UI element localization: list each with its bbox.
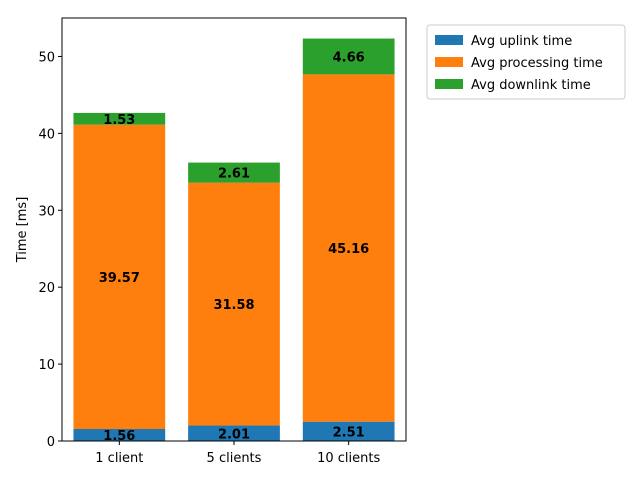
y-axis-ticks: 0 10 20 30 40 50 bbox=[38, 50, 62, 450]
data-label: 2.61 bbox=[218, 167, 250, 182]
data-label: 4.66 bbox=[333, 50, 365, 65]
y-tick-label: 30 bbox=[38, 204, 55, 219]
legend-swatch bbox=[435, 35, 463, 45]
data-label: 2.01 bbox=[218, 427, 250, 442]
x-tick-label: 1 client bbox=[95, 451, 143, 466]
bar-avg-downlink-time-5-clients bbox=[188, 162, 280, 183]
legend: Avg uplink time Avg processing time Avg do… bbox=[426, 24, 626, 100]
y-axis-label: Time [ms] bbox=[15, 197, 30, 264]
bar-avg-uplink-time-1-client bbox=[73, 429, 166, 441]
legend-box bbox=[426, 24, 626, 100]
data-label: 39.57 bbox=[99, 271, 140, 286]
legend-entry: Avg processing time bbox=[471, 56, 603, 71]
bar-avg-uplink-time-10-clients bbox=[302, 421, 395, 441]
data-label: 1.53 bbox=[103, 113, 135, 128]
y-tick-label: 0 bbox=[47, 435, 55, 450]
x-tick-label: 5 clients bbox=[207, 451, 262, 466]
x-axis-ticks: 1 client 5 clients 10 clients bbox=[95, 441, 380, 466]
x-tick-label: 10 clients bbox=[317, 451, 380, 466]
bars-group bbox=[73, 38, 395, 441]
data-label: 31.58 bbox=[213, 298, 254, 313]
bar-avg-downlink-time-1-client bbox=[73, 112, 166, 125]
y-tick-label: 40 bbox=[38, 127, 55, 142]
bar-avg-processing-time-1-client bbox=[73, 124, 166, 430]
y-tick-label: 10 bbox=[38, 358, 55, 373]
data-labels-group: 1.56 39.57 1.53 2.01 31.58 2.61 2.51 45.16 4.66 bbox=[99, 50, 369, 444]
bar-avg-downlink-time-10-clients bbox=[302, 38, 395, 75]
y-tick-label: 20 bbox=[38, 281, 55, 296]
legend-entry: Avg downlink time bbox=[471, 78, 591, 93]
bar-avg-processing-time-10-clients bbox=[302, 74, 395, 422]
bar-avg-processing-time-5-clients bbox=[188, 182, 280, 426]
legend-entry: Avg uplink time bbox=[471, 34, 572, 49]
data-label: 45.16 bbox=[328, 242, 369, 257]
data-label: 2.51 bbox=[333, 425, 365, 440]
y-tick-label: 50 bbox=[38, 50, 55, 65]
legend-swatch bbox=[435, 79, 463, 89]
legend-swatch bbox=[435, 57, 463, 67]
bar-avg-uplink-time-5-clients bbox=[188, 425, 280, 441]
data-label: 1.56 bbox=[103, 429, 135, 444]
